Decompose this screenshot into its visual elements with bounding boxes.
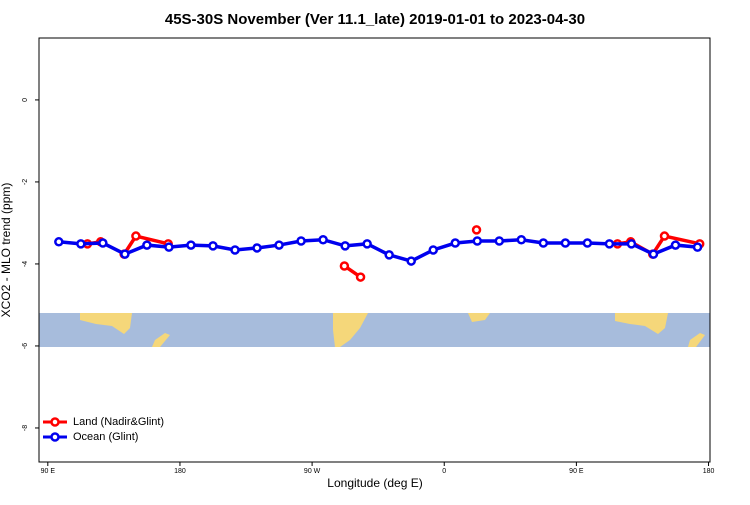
data-point [252, 243, 262, 253]
data-point [670, 240, 681, 250]
data-point [142, 240, 152, 250]
data-point [355, 272, 366, 282]
data-point [428, 245, 438, 255]
x-tick-label: 0 [442, 468, 446, 475]
legend-label: Ocean (Glint) [73, 431, 138, 443]
data-point [296, 236, 306, 246]
data-point [626, 239, 637, 249]
data-point [186, 240, 196, 250]
data-point [76, 239, 86, 249]
y-tick-label: 0 [22, 98, 29, 102]
x-tick-label: 180 [174, 468, 186, 475]
data-point [659, 231, 670, 241]
map-band [39, 313, 710, 347]
x-tick-label: 180 [703, 468, 715, 475]
data-point [208, 241, 218, 251]
y-tick-label: -6 [22, 343, 29, 349]
y-tick-label: -2 [22, 179, 29, 185]
data-point [648, 249, 659, 259]
x-tick-label: 90 E [41, 468, 56, 475]
data-point [230, 245, 240, 255]
legend-label: Land (Nadir&Glint) [73, 416, 164, 428]
data-point [582, 238, 593, 248]
data-point [362, 239, 372, 249]
chart-title: 45S-30S November (Ver 11.1_late) 2019-01… [165, 11, 585, 28]
data-point [98, 238, 108, 248]
legend-marker [50, 432, 60, 442]
data-point [494, 236, 505, 246]
data-point [340, 241, 350, 251]
data-point [339, 261, 350, 271]
data-point [692, 242, 703, 252]
plot-frame [38, 37, 711, 463]
data-point [120, 249, 130, 259]
data-point [274, 240, 284, 250]
x-axis-label: Longitude (deg E) [327, 476, 422, 490]
data-point [560, 238, 571, 248]
y-tick-label: -8 [22, 425, 29, 431]
data-point [472, 236, 483, 246]
data-point [131, 231, 141, 241]
data-point [471, 225, 482, 235]
data-point [406, 256, 416, 266]
data-point [54, 237, 64, 247]
y-axis-label: XCO2 - MLO trend (ppm) [0, 183, 13, 318]
y-tick-label: -4 [22, 261, 29, 267]
series-line [58, 237, 698, 263]
data-point [384, 250, 394, 260]
data-point [164, 242, 174, 252]
data-point [538, 238, 549, 248]
legend-marker [50, 417, 60, 427]
data-point [450, 238, 461, 248]
data-point [516, 234, 527, 245]
data-point [604, 239, 615, 249]
data-point [318, 234, 328, 245]
x-tick-label: 90 E [569, 468, 584, 475]
x-tick-label: 90 W [304, 468, 321, 475]
